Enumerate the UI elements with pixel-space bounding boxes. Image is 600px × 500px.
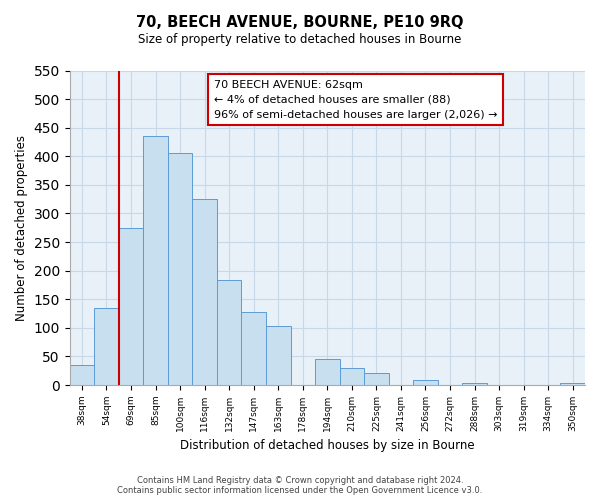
Text: 70 BEECH AVENUE: 62sqm
← 4% of detached houses are smaller (88)
96% of semi-deta: 70 BEECH AVENUE: 62sqm ← 4% of detached …: [214, 80, 497, 120]
Bar: [241, 312, 266, 385]
Bar: [217, 280, 241, 385]
Bar: [266, 326, 290, 385]
Bar: [364, 373, 389, 385]
Bar: [119, 228, 143, 385]
Bar: [143, 136, 168, 385]
Bar: [315, 359, 340, 385]
Text: 70, BEECH AVENUE, BOURNE, PE10 9RQ: 70, BEECH AVENUE, BOURNE, PE10 9RQ: [136, 15, 464, 30]
Bar: [193, 199, 217, 385]
Bar: [168, 154, 193, 385]
Bar: [560, 383, 585, 385]
X-axis label: Distribution of detached houses by size in Bourne: Distribution of detached houses by size …: [180, 440, 475, 452]
Y-axis label: Number of detached properties: Number of detached properties: [15, 135, 28, 321]
Bar: [413, 380, 438, 385]
Bar: [340, 368, 364, 385]
Bar: [70, 365, 94, 385]
Bar: [462, 383, 487, 385]
Bar: [94, 308, 119, 385]
Text: Size of property relative to detached houses in Bourne: Size of property relative to detached ho…: [139, 32, 461, 46]
Text: Contains HM Land Registry data © Crown copyright and database right 2024.
Contai: Contains HM Land Registry data © Crown c…: [118, 476, 482, 495]
